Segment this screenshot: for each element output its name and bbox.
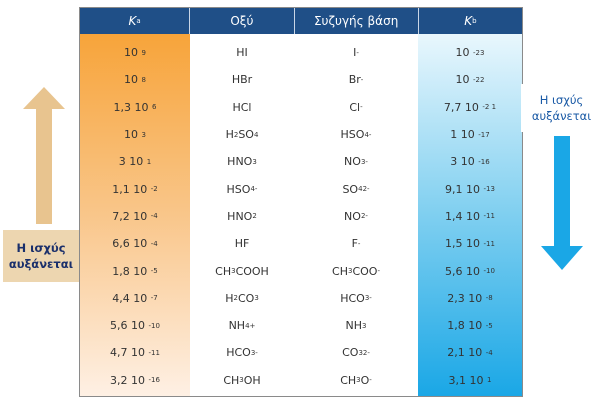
kb-value: 3 10 -16 [450, 155, 490, 169]
ka-value: 10 8 [124, 73, 146, 87]
base-formula: NO 2- [344, 209, 368, 223]
kb-value: 2,3 10 -8 [447, 291, 493, 305]
table-body: 10 9 HI I - 10 -23 10 8 HBr Br - 10 -22 1,3 10 6 HC… [80, 39, 522, 394]
kb-value: 7,7 10 -2 1 [443, 100, 497, 114]
table-row: 3,2 10 -16 CH 3 OH CH 3 O - 3,1 10 1 [80, 367, 522, 394]
base-formula: Br - [348, 73, 364, 87]
kb-value: 1,8 10 -5 [447, 319, 493, 333]
acid-strength-label: Η ισχύς αυξάνεται [3, 230, 79, 282]
ka-value: 4,7 10 -11 [110, 346, 160, 360]
kb-value: 1 10 -17 [450, 128, 490, 142]
acid-formula: HNO 2 [227, 209, 257, 223]
header-base: Συζυγής βάση [295, 8, 419, 34]
table-row: 10 3 H 2 SO 4 HSO 4- 1 10 -17 [80, 121, 522, 148]
arrow-up-shaft [36, 108, 52, 224]
table-row: 10 8 HBr Br - 10 -22 [80, 66, 522, 93]
arrow-down-icon [541, 246, 583, 270]
table-row: 1,3 10 6 HCl Cl - 7,7 10 -2 1 [80, 94, 522, 121]
acid-formula: H 2 CO 3 [225, 291, 259, 305]
table-row: 10 9 HI I - 10 -23 [80, 39, 522, 66]
acid-formula: HNO 3 [227, 155, 257, 169]
table-row: 7,2 10 -4 HNO 2 NO 2- 1,4 10 -11 [80, 203, 522, 230]
base-formula: CH 3 O - [340, 373, 372, 387]
kb-value: 3,1 10 1 [448, 373, 492, 387]
ka-value: 10 3 [124, 128, 146, 142]
table-row: 3 10 1 HNO 3 NO 3- 3 10 -16 [80, 148, 522, 175]
ka-value: 4,4 10 -7 [112, 291, 158, 305]
acid-formula: HCO 3- [226, 346, 258, 360]
kb-value: 10 -22 [455, 73, 485, 87]
header-acid: Οξύ [190, 8, 295, 34]
ka-value: 10 9 [124, 46, 146, 60]
table-row: 4,7 10 -11 HCO 3- CO 3 2- 2,1 10 -4 [80, 339, 522, 366]
kb-value: 10 -23 [455, 46, 485, 60]
base-strength-label: Η ισχύς αυξάνεται [521, 84, 602, 132]
kb-value: 9,1 10 -13 [445, 182, 495, 196]
base-formula: HSO 4- [340, 128, 372, 142]
ka-value: 3,2 10 -16 [110, 373, 160, 387]
ka-value: 6,6 10 -4 [112, 237, 158, 251]
base-formula: CH 3 COO - [332, 264, 380, 278]
ka-value: 7,2 10 -4 [112, 209, 158, 223]
acid-formula: HCl [232, 100, 252, 114]
acid-formula: HF [234, 237, 250, 251]
ka-value: 1,3 10 6 [113, 100, 157, 114]
kb-value: 1,4 10 -11 [445, 209, 495, 223]
arrow-up-icon [23, 87, 65, 109]
base-formula: SO 4 2- [342, 182, 370, 196]
kb-gradient-band [418, 34, 522, 396]
base-formula: HCO 3- [340, 291, 372, 305]
acid-formula: HSO 4- [226, 182, 258, 196]
acid-formula: NH 4 + [228, 319, 256, 333]
arrow-down-shaft [554, 136, 570, 248]
base-formula: NH 3 [345, 319, 367, 333]
base-formula: CO 3 2- [342, 346, 370, 360]
base-formula: F- [351, 237, 361, 251]
ka-value: 5,6 10 -10 [110, 319, 160, 333]
acid-formula: HI [236, 46, 248, 60]
table-row: 5,6 10 -10 NH 4 + NH 3 1,8 10 -5 [80, 312, 522, 339]
ka-value: 1,1 10 -2 [112, 182, 158, 196]
kb-value: 2,1 10 -4 [447, 346, 493, 360]
base-formula: I- [353, 46, 359, 60]
kb-value: 1,5 10 -11 [445, 237, 495, 251]
acid-formula: CH 3 COOH [215, 264, 269, 278]
table-row: 4,4 10 -7 H 2 CO 3 HCO 3- 2,3 10 -8 [80, 285, 522, 312]
acid-formula: CH 3 OH [223, 373, 261, 387]
base-formula: Cl - [349, 100, 363, 114]
base-formula: NO 3- [344, 155, 368, 169]
table-row: 1,8 10 -5 CH 3 COOH CH 3 COO - 5,6 10 -10 [80, 257, 522, 284]
acid-formula: HBr [231, 73, 253, 87]
kb-value: 5,6 10 -10 [445, 264, 495, 278]
ka-value: 3 10 1 [118, 155, 152, 169]
ka-value: 1,8 10 -5 [112, 264, 158, 278]
ka-gradient-band [80, 34, 190, 396]
table-row: 6,6 10 -4 HF F - 1,5 10 -11 [80, 230, 522, 257]
table-row: 1,1 10 -2 HSO 4- SO 4 2- 9,1 10 -13 [80, 175, 522, 202]
acid-formula: H 2 SO 4 [225, 128, 259, 142]
